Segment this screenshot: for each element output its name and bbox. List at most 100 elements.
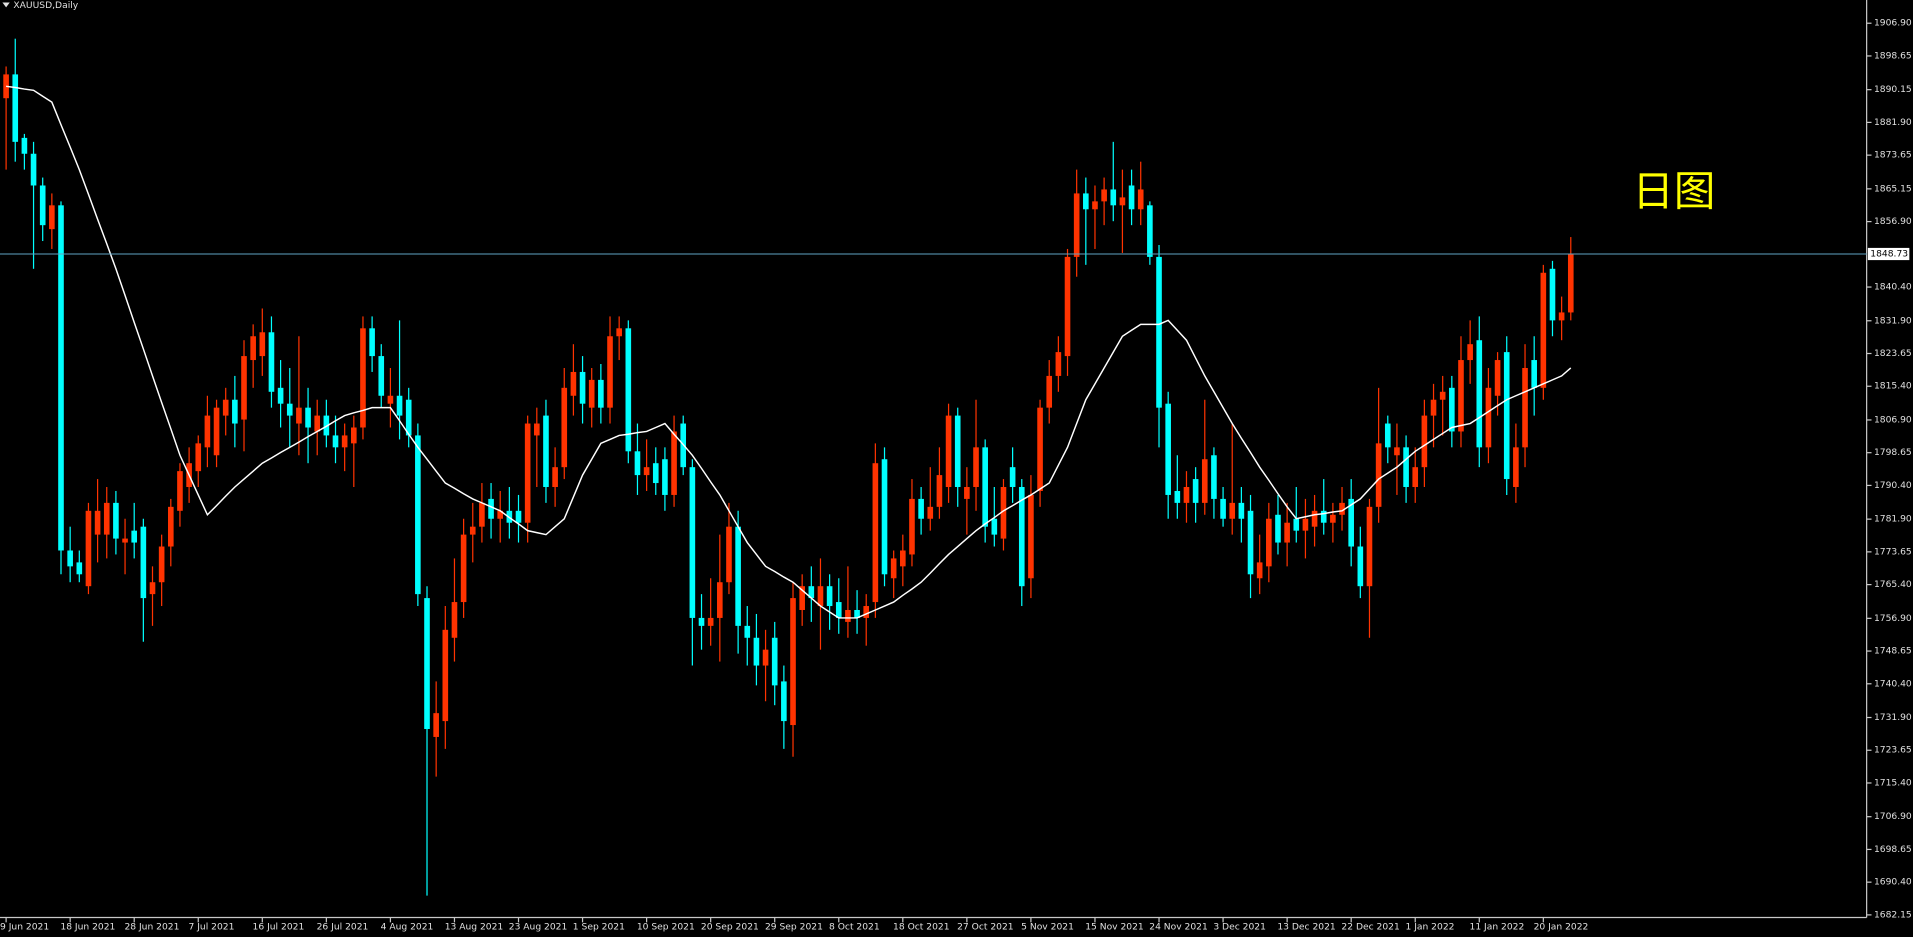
y-tick-label: 1790.40 [1874,481,1912,491]
candle-body [479,502,485,527]
candle-body [177,471,183,511]
candle-body [1009,467,1016,488]
y-tick-label: 1756.90 [1874,614,1912,624]
y-tick-label: 1740.40 [1874,679,1912,689]
x-tick-label: 18 Jun 2021 [60,923,115,933]
x-tick-label: 13 Aug 2021 [445,923,504,933]
y-tick-label: 1706.90 [1874,812,1912,822]
candle-body [1220,498,1226,519]
candle-body [900,550,906,567]
candle-body [1147,205,1153,257]
annotation: 日图 [1632,167,1715,216]
candle-body [158,546,165,583]
candle-body [762,649,769,666]
candle-body [497,510,504,519]
candle-body [588,379,595,408]
x-tick-label: 27 Oct 2021 [957,923,1014,933]
candle-body [351,427,357,444]
candle-body [1476,340,1483,448]
candle-body [204,415,211,448]
candle-body [707,617,714,626]
candle-body [890,558,897,579]
y-tick-label: 1806.90 [1874,415,1912,425]
candle-body [113,502,119,539]
x-tick-label: 20 Sep 2021 [701,923,759,933]
candle-body [854,609,860,618]
candle-body [378,356,385,396]
candle-body [405,399,412,436]
candle-body [1275,514,1281,543]
candle-body [598,379,604,408]
candle-body [286,403,293,416]
x-tick-label: 26 Jul 2021 [317,923,369,933]
candle-body [1439,391,1446,400]
candle-body [790,598,796,726]
candle-body [1357,546,1364,587]
candle-body [296,407,302,424]
x-tick-label: 9 Jun 2021 [0,923,49,933]
candle-body [1083,193,1089,210]
y-tick-label: 1856.90 [1874,217,1912,227]
candle-body [488,498,494,519]
candle-body [305,407,311,428]
candle-body [698,617,705,626]
candle-body [881,459,888,575]
candle-body [1412,467,1419,488]
candle-body [268,332,275,392]
candle-body [277,387,284,404]
y-tick-label: 1731.90 [1874,713,1912,723]
candle-body [369,328,375,357]
y-tick-label: 1890.15 [1874,85,1912,95]
candle-body [817,586,824,607]
candle-body [1320,510,1327,523]
candle-body [570,371,577,396]
candle-body [1549,268,1556,321]
candle-body [607,336,613,408]
candle-body [753,637,760,666]
candle-body [1531,360,1537,388]
candle-body [1503,352,1510,480]
candle-body [1256,562,1263,579]
candle-body [1229,502,1236,519]
candle-body [67,550,73,567]
candle-body [241,356,247,420]
x-tick-label: 1 Jan 2022 [1405,923,1454,933]
candle-body [1055,352,1062,376]
x-tick-label: 28 Jun 2021 [124,923,179,933]
candle-body [131,530,138,543]
y-tick-label: 1781.90 [1874,515,1912,525]
candle-body [872,463,879,603]
candle-body [964,487,970,499]
candle-body [1201,459,1208,503]
candle-body [1165,403,1171,495]
candle-body [1522,367,1528,448]
candle-body [1073,193,1080,257]
y-tick-label: 1823.65 [1874,349,1912,359]
candle-body [543,415,549,488]
y-tick-label: 1898.65 [1874,51,1912,61]
candle-body [213,407,220,456]
candle-body [1567,254,1574,313]
candle-body [1247,510,1254,575]
y-tick-label: 1906.90 [1874,19,1912,29]
candle-body [726,526,732,583]
x-tick-label: 11 Jan 2022 [1470,923,1525,933]
candle-body [652,463,659,484]
candle-body [534,423,540,436]
candle-body [1092,201,1098,210]
chart-title: XAUUSD,Daily [13,1,78,11]
x-tick-label: 18 Oct 2021 [893,923,950,933]
candle-body [167,506,174,547]
candle-body [1238,502,1245,519]
candle-body [945,415,952,488]
candle-body [1110,189,1117,206]
y-tick-label: 1831.90 [1874,316,1912,326]
candle-body [671,431,677,495]
candle-body [460,534,467,603]
candle-body [1467,344,1473,361]
candle-body [103,502,110,535]
candle-body [717,582,723,618]
y-tick-label: 1773.65 [1874,547,1912,557]
candle-body [909,498,915,555]
